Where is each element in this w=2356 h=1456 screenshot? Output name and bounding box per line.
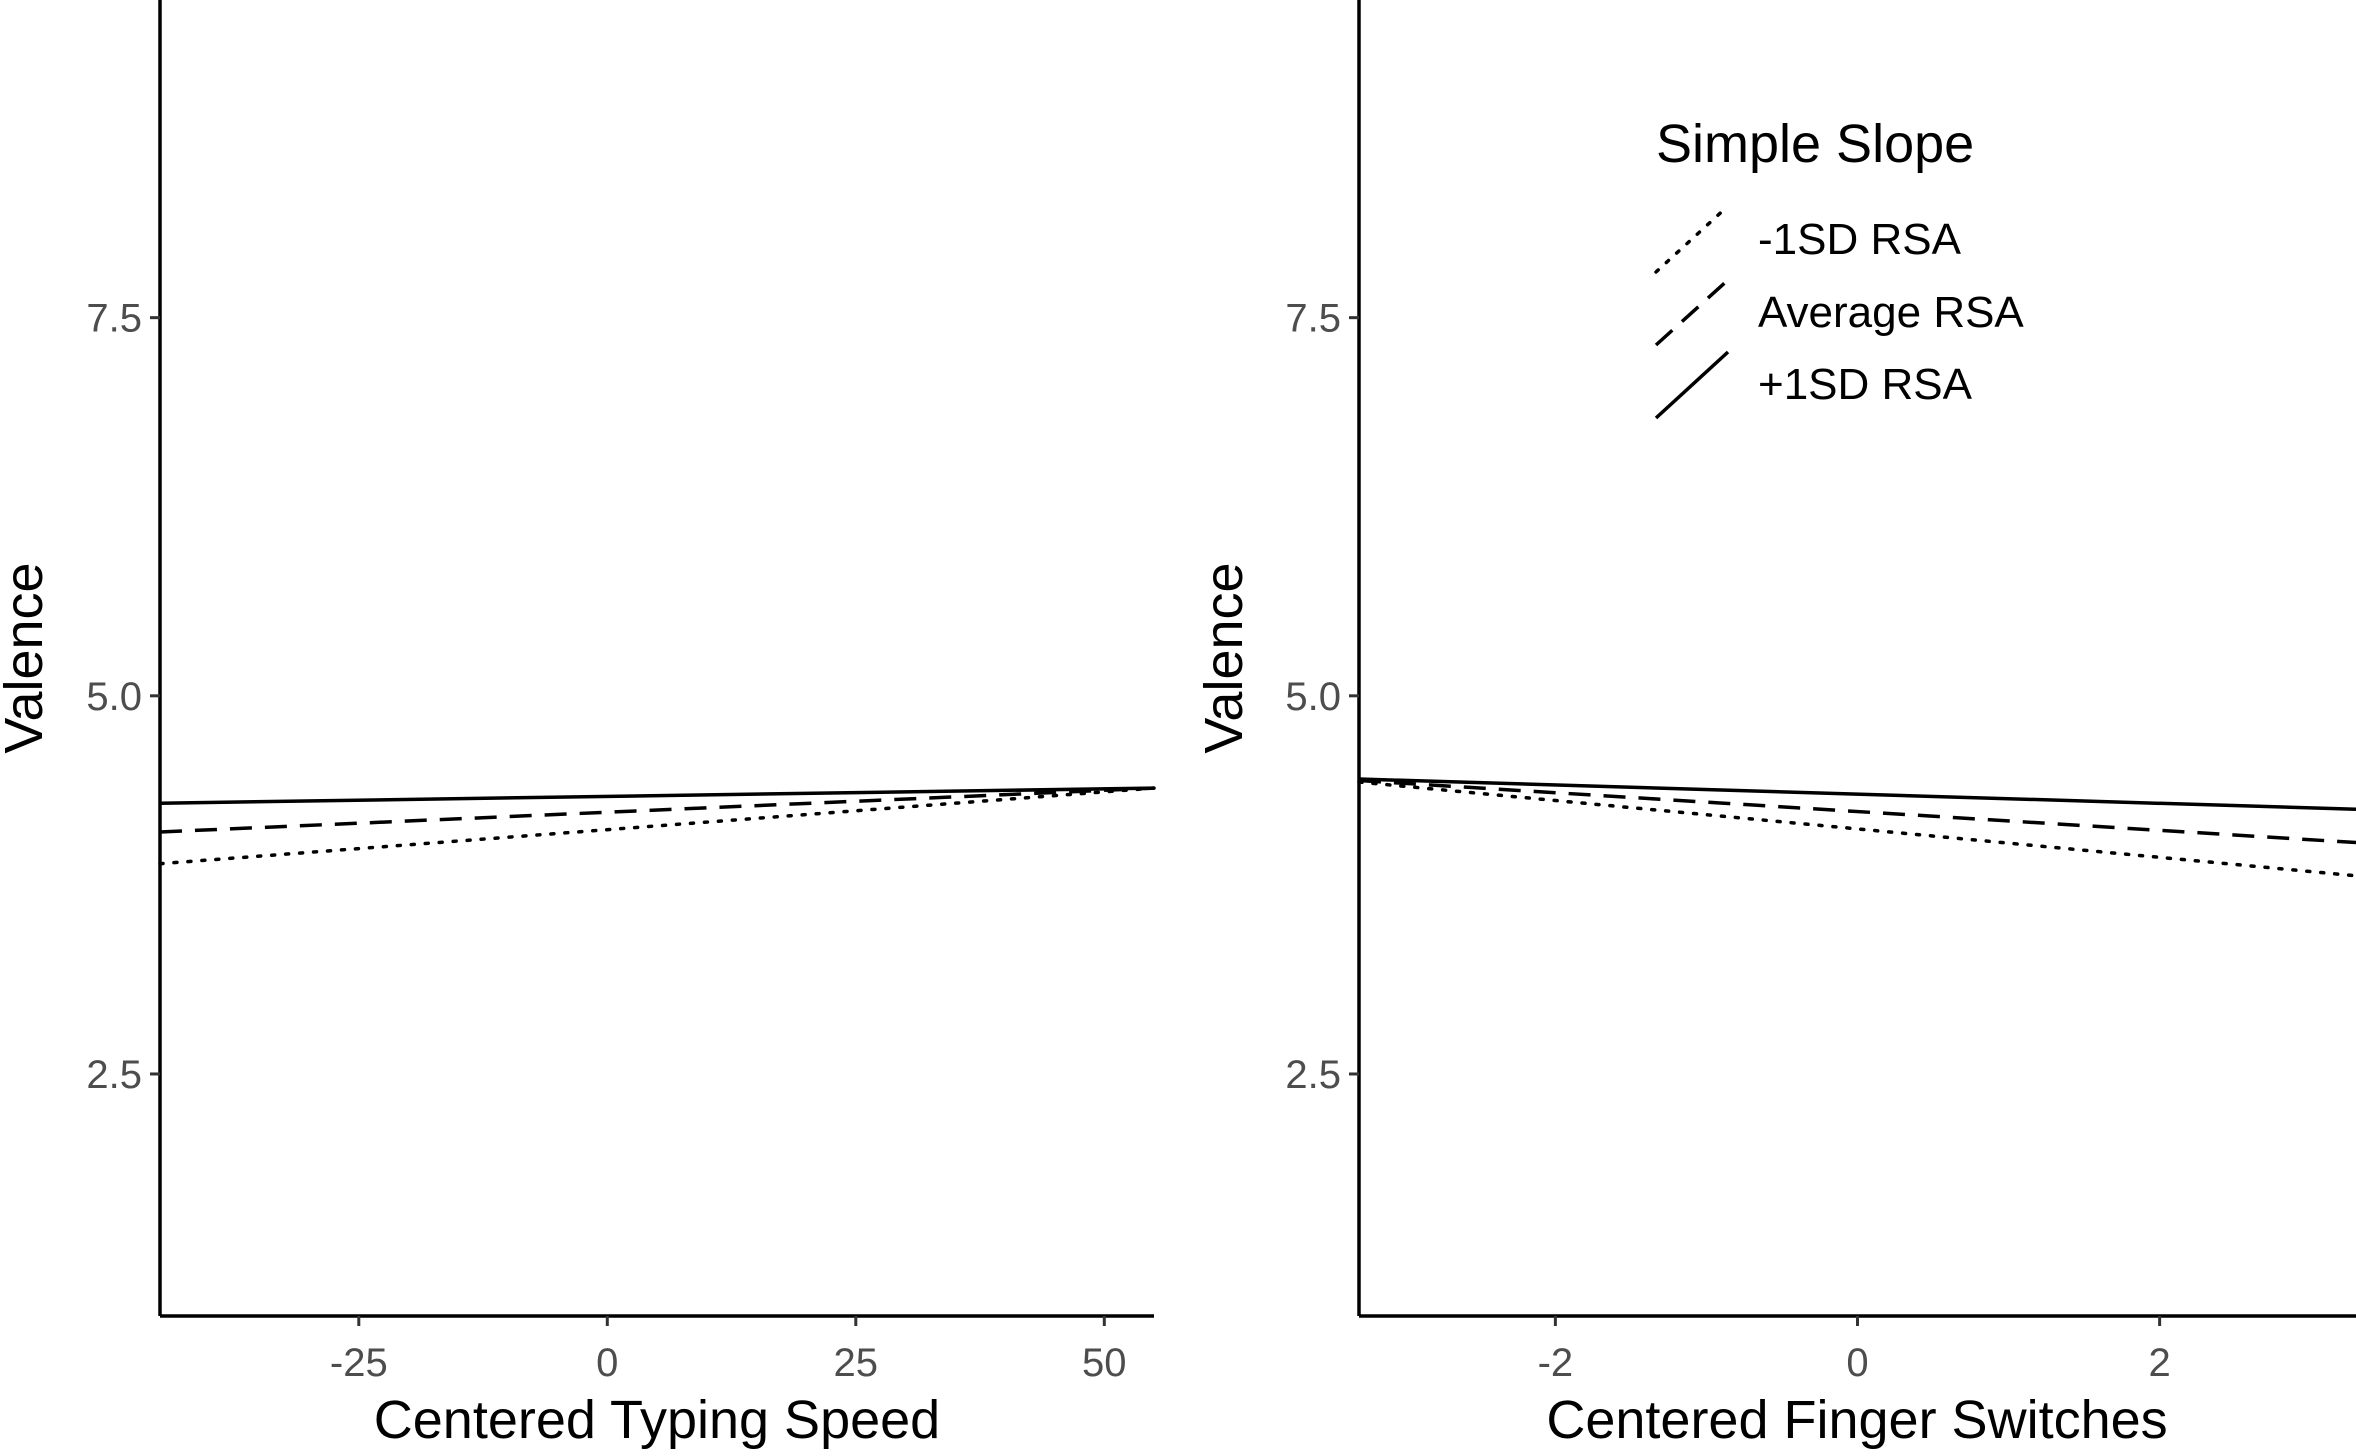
- legend-key-solid: [1654, 350, 1730, 420]
- x-tick-label: -25: [330, 1341, 388, 1385]
- series-line-dotted: [1357, 780, 2356, 878]
- panel-finger-switches: 2.5 5.0 7.5 -2 0 2 Centered Finger Switches Val…: [1194, 0, 2356, 1450]
- legend-label: +1SD RSA: [1758, 360, 1973, 409]
- y-tick-label: 5.0: [86, 675, 142, 719]
- y-tick-label: 7.5: [1285, 297, 1341, 341]
- x-tick-label: 25: [834, 1341, 879, 1385]
- panel-typing-speed: 2.5 5.0 7.5 -25 0 25 50 Centered Typing Speed Va…: [0, 0, 1156, 1450]
- x-tick-label: 0: [596, 1341, 618, 1385]
- series-line-solid: [1358, 777, 2356, 812]
- x-tick-label: 2: [2148, 1341, 2170, 1385]
- legend-key-dotted: [1654, 204, 1730, 274]
- y-axis-title: Valence: [1194, 562, 1254, 753]
- legend-label: Average RSA: [1758, 288, 2024, 337]
- series-line-dashed: [159, 786, 1155, 834]
- y-tick-label: 2.5: [86, 1053, 142, 1097]
- series-line-dotted: [158, 786, 1156, 866]
- x-tick-label: 0: [1846, 1341, 1868, 1385]
- x-axis-title: Centered Typing Speed: [374, 1390, 940, 1450]
- legend-items: -1SD RSA Average RSA +1SD RSA: [1654, 204, 2024, 420]
- legend-key-dashed: [1654, 278, 1730, 347]
- y-tick-label: 2.5: [1285, 1053, 1341, 1097]
- x-axis-title: Centered Finger Switches: [1546, 1390, 2167, 1450]
- x-tick-label: -2: [1538, 1341, 1574, 1385]
- y-tick-label: 5.0: [1285, 675, 1341, 719]
- y-tick-label: 7.5: [86, 297, 142, 341]
- legend: Simple Slope -1SD RSA Average RSA +1SD RSA: [1654, 114, 2024, 420]
- legend-label: -1SD RSA: [1758, 215, 1962, 264]
- x-tick-label: 50: [1082, 1341, 1127, 1385]
- legend-title: Simple Slope: [1656, 114, 1974, 174]
- series-line-solid: [159, 786, 1155, 805]
- series-line-dashed: [1358, 778, 2356, 845]
- y-axis-title: Valence: [0, 562, 54, 753]
